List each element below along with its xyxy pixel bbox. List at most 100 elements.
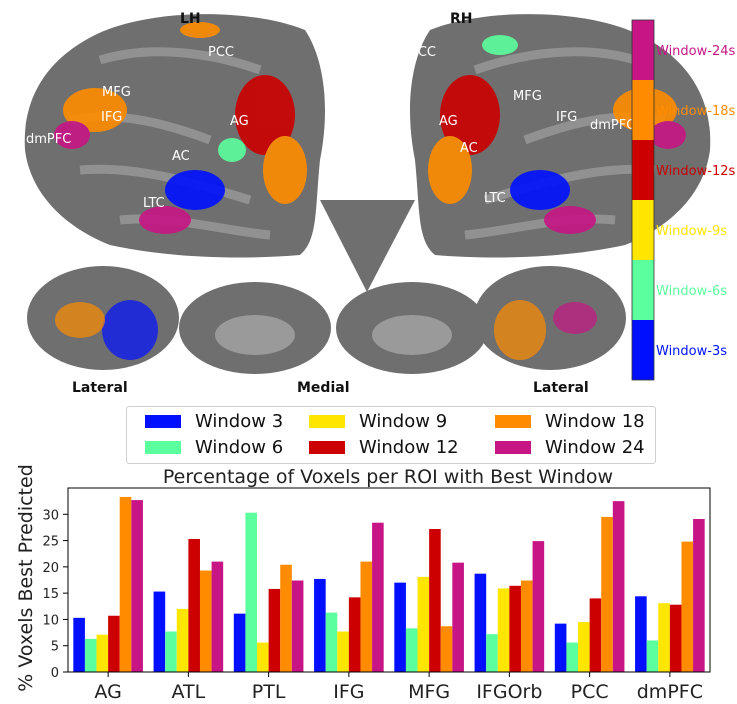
bar	[612, 501, 625, 672]
bar	[452, 562, 464, 672]
x-tick-label: AG	[94, 681, 121, 703]
legend-item: Window 3	[145, 411, 283, 432]
colorbar-label: Window-18s	[656, 104, 735, 119]
bar	[314, 578, 326, 672]
colorbar-label: Window-12s	[656, 164, 735, 179]
rh-region-dmpfc: dmPFC	[590, 118, 635, 133]
y-tick-label: 25	[42, 535, 59, 550]
lh-region-ltc: LTC	[143, 196, 165, 211]
bar	[520, 580, 533, 672]
lh-label: LH	[180, 11, 201, 27]
rh-region-ltc: LTC	[484, 191, 506, 206]
bar	[233, 613, 246, 672]
legend-item: Window 24	[495, 437, 645, 458]
legend-swatch	[309, 441, 345, 454]
bar	[566, 642, 579, 672]
bar	[601, 516, 613, 672]
bar	[405, 628, 418, 672]
bar	[153, 591, 166, 672]
bar	[280, 564, 292, 672]
bar	[119, 496, 132, 672]
x-tick-label: dmPFC	[637, 681, 703, 703]
y-tick-label: 15	[42, 587, 59, 602]
colorbar-label: Window-9s	[656, 224, 727, 239]
bar	[429, 529, 441, 672]
colorbar-segment	[632, 260, 654, 320]
rh-region-pcc: PCC	[410, 45, 436, 60]
colorbar-segment	[632, 200, 654, 260]
legend-label: Window 3	[195, 411, 284, 432]
lh-region-ag: AG	[230, 114, 249, 129]
legend-swatch	[495, 415, 531, 428]
colorbar-segment	[632, 140, 654, 200]
bar	[532, 541, 545, 672]
colorbar: Window-24s Window-18s Window-12s Window-9s W…	[631, 19, 735, 381]
lh-region-pcc: PCC	[208, 45, 234, 60]
legend-swatch	[145, 415, 181, 428]
lh-region-ac: AC	[172, 149, 190, 164]
bar	[669, 604, 682, 672]
legend-item: Window 6	[145, 437, 283, 458]
x-tick-label: IFG	[333, 681, 364, 703]
bar	[681, 541, 694, 672]
bar	[646, 640, 659, 672]
lh-region-mfg: MFG	[102, 85, 131, 100]
bar-chart: 0 5 10 15 20 25 30 AG ATL PTL IFG MFG IFGOrb PCC dmPFC	[42, 487, 711, 703]
bar	[96, 634, 109, 672]
rh-region-ag: AG	[439, 114, 458, 129]
bar	[554, 623, 567, 672]
legend-item: Window 12	[309, 437, 459, 458]
bar	[509, 585, 521, 672]
legend-label: Window 18	[545, 411, 645, 432]
bar	[84, 638, 97, 672]
colorbar-label: Window-24s	[656, 44, 735, 59]
bar	[165, 631, 177, 672]
y-tick-label: 5	[51, 640, 59, 655]
brain-map-panel: LH RH PCC MFG IFG dmPFC AG AC LTC PCC MF…	[24, 11, 736, 396]
colorbar-label: Window-3s	[656, 344, 727, 359]
bar	[291, 580, 304, 672]
bar	[188, 538, 200, 672]
legend-swatch	[495, 441, 531, 454]
x-tick-label: ATL	[172, 681, 206, 703]
bar	[394, 582, 406, 672]
x-tick-label: PTL	[252, 681, 286, 703]
colorbar-label: Window-6s	[656, 284, 727, 299]
colorbar-segment	[632, 20, 654, 80]
bar	[325, 612, 338, 672]
bar	[268, 588, 281, 672]
rh-label: RH	[450, 11, 473, 27]
legend-item: Window 9	[309, 411, 447, 432]
bar	[211, 561, 224, 672]
bar	[474, 573, 487, 672]
bar	[372, 522, 384, 672]
y-tick-label: 10	[42, 613, 59, 628]
legend-item: Window 18	[495, 411, 645, 432]
lh-region-ifg: IFG	[101, 110, 122, 125]
legend-swatch	[309, 415, 345, 428]
view-label-lateral-left: Lateral	[72, 380, 128, 396]
rh-region-ifg: IFG	[556, 110, 577, 125]
legend-swatch	[145, 441, 181, 454]
bar	[245, 512, 258, 672]
x-tick-label: IFGOrb	[476, 681, 542, 703]
y-tick-label: 20	[42, 561, 59, 576]
bar	[199, 570, 212, 672]
bar	[131, 500, 143, 672]
legend-label: Window 12	[359, 437, 459, 458]
bar	[589, 598, 602, 672]
y-tick-label: 30	[42, 508, 59, 523]
colorbar-segment	[632, 320, 654, 380]
legend-label: Window 24	[545, 437, 645, 458]
rh-region-mfg: MFG	[513, 89, 542, 104]
bar	[176, 608, 189, 672]
bar	[440, 626, 453, 672]
rh-region-ac: AC	[460, 141, 478, 156]
x-tick-label: PCC	[571, 681, 609, 703]
view-label-medial: Medial	[297, 380, 350, 396]
plot-area-frame	[67, 487, 711, 673]
bar	[73, 617, 85, 672]
bar	[337, 631, 349, 672]
bar	[693, 519, 705, 672]
bar	[417, 576, 430, 672]
